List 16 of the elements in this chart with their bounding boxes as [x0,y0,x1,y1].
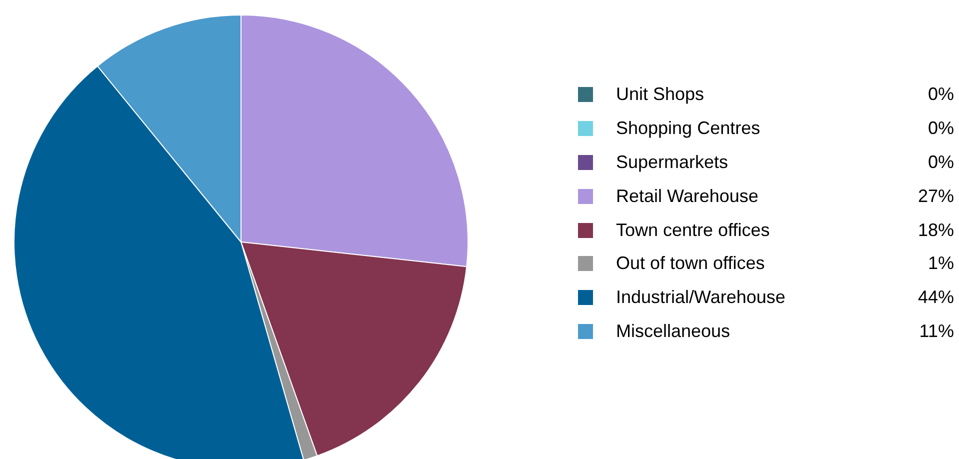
legend-label: Industrial/Warehouse [616,287,786,308]
data-label: 27% [918,186,954,207]
legend-label: Retail Warehouse [616,186,760,207]
legend-label: Supermarkets [616,152,730,173]
legend-label: Out of town offices [616,253,766,274]
legend-label: Miscellaneous [616,320,732,342]
text: 0% [928,118,954,138]
legend-label: Shopping Centres [616,118,762,140]
text: 0% [928,84,954,104]
legend-label: Town centre offices [616,220,771,241]
data-label: 18% [918,220,954,241]
data-label: 44% [918,287,954,308]
data-label: 1% [928,253,954,274]
data-label: 11% [919,320,954,342]
legend-label: Unit Shops [616,84,706,106]
text: 0% [928,152,954,172]
